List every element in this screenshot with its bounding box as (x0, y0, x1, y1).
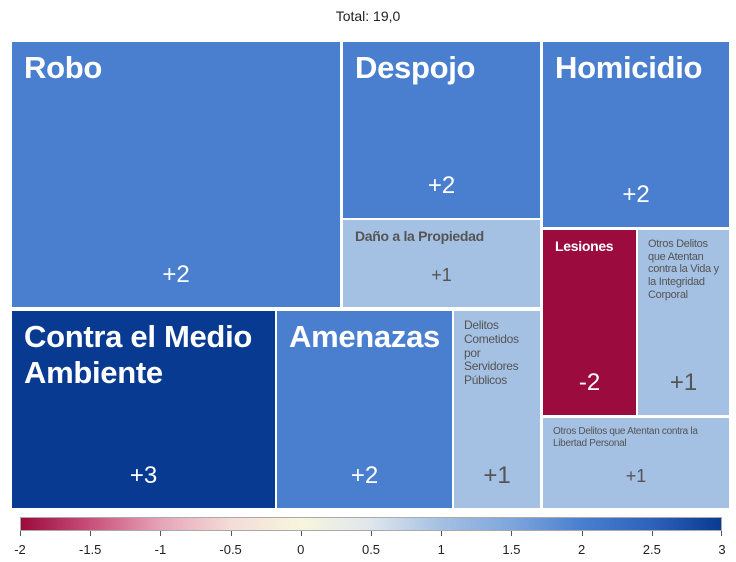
tick-mark (651, 531, 653, 536)
cell-label: Amenazas (289, 319, 440, 354)
tick-mark (160, 531, 162, 536)
tick-label: -0.5 (219, 542, 242, 557)
tick-mark (581, 531, 583, 536)
value-label: +3 (129, 462, 158, 489)
tick-mark (90, 531, 92, 536)
tick-label: -1 (154, 542, 167, 557)
tick-label: 0 (297, 542, 305, 557)
cell-label: Lesiones (555, 238, 614, 254)
tick-mark (20, 531, 21, 536)
color-bar (20, 517, 722, 531)
tick-label: -1.5 (78, 542, 102, 557)
treemap-cell: Homicidio +2 (543, 42, 729, 227)
tick-mark (441, 531, 443, 536)
value-label: +1 (431, 265, 452, 285)
tick-label: 3 (718, 542, 726, 557)
treemap-cell: Delitos Cometidos por Servidores Público… (454, 311, 540, 508)
treemap-cell: Contra el Medio Ambiente +3 (12, 311, 275, 508)
value-label: +1 (669, 369, 698, 396)
tick-label: 1 (437, 542, 445, 557)
cell-label: Robo (24, 50, 102, 85)
treemap-cell: Amenazas +2 (277, 311, 452, 508)
tick-mark (511, 531, 513, 536)
treemap-cell: Robo +2 (12, 42, 340, 307)
cell-label: Otros Delitos que Atentan contra la Vida… (648, 238, 719, 301)
value-label: -2 (578, 369, 601, 396)
value-label: +2 (350, 462, 379, 489)
tick-mark (371, 531, 372, 536)
value-label: +2 (622, 181, 650, 208)
tick-label: 2.5 (642, 542, 661, 557)
treemap-cell: Despojo +2 (343, 42, 540, 218)
cell-label: Homicidio (555, 50, 703, 85)
tick-mark (300, 531, 302, 536)
tick-label: 1.5 (502, 542, 521, 557)
chart-title: Total: 19,0 (335, 8, 401, 24)
treemap-cell: Otros Delitos que Atentan contra la Libe… (543, 418, 729, 508)
cell-label: Delitos Cometidos por Servidores Público… (464, 318, 519, 388)
value-label: +1 (483, 462, 511, 489)
tick-label: 0.5 (361, 542, 381, 557)
treemap-cell: Otros Delitos que Atentan contra la Vida… (638, 230, 729, 415)
cell-label: Despojo (355, 50, 476, 85)
value-label: +1 (625, 466, 647, 486)
tick-label: 2 (577, 542, 586, 557)
value-label: +2 (427, 172, 456, 199)
tick-mark (721, 531, 722, 536)
tick-label: -2 (14, 542, 26, 557)
value-label: +2 (162, 261, 190, 288)
cell-label: Contra el Medio Ambiente (24, 319, 253, 390)
treemap-cell: Lesiones -2 (543, 230, 636, 415)
tick-mark (230, 531, 232, 536)
cell-label: Daño a la Propiedad (355, 228, 484, 244)
treemap-cell: Daño a la Propiedad +1 (343, 220, 540, 307)
cell-label: Otros Delitos que Atentan contra la Libe… (553, 426, 698, 449)
